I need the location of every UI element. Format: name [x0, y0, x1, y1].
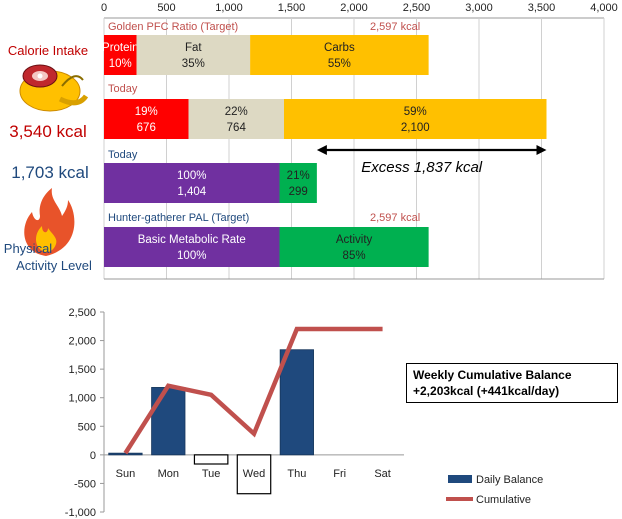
food-icon	[19, 64, 89, 112]
bar-total-label: 2,597 kcal	[370, 212, 420, 224]
bar-segment	[284, 99, 547, 139]
bar-total-label: 2,597 kcal	[370, 21, 420, 33]
bar-segment-label: 19%	[135, 106, 158, 118]
bar-segment-label: 299	[289, 186, 308, 198]
y-tick-label: -500	[74, 478, 96, 490]
bar-segment-label: Basic Metabolic Rate	[138, 234, 246, 246]
bar-segment	[136, 35, 251, 75]
bar-title: Golden PFC Ratio (Target)	[108, 21, 238, 33]
calorie-intake-label: Calorie Intake	[8, 43, 88, 58]
bar-segment-label: 100%	[177, 250, 206, 262]
top-x-tick-label: 1,000	[215, 2, 243, 14]
intake-kcal: 3,540 kcal	[9, 122, 87, 141]
bar-segment-label: 676	[137, 122, 156, 134]
callout-line-1: Weekly Cumulative Balance	[413, 368, 572, 382]
weekly-cumulative-callout: Weekly Cumulative Balance +2,203kcal (+4…	[406, 363, 618, 403]
excess-arrow: Excess 1,837 kcal	[316, 145, 547, 176]
top-x-tick-label: 0	[101, 2, 107, 14]
bar-segment-label: 55%	[328, 58, 351, 70]
category-label: Sun	[116, 468, 136, 480]
top-x-ticks: 0 500 1,000 1,500 2,000 2,500 3,000 3,500 4,000	[101, 2, 618, 14]
excess-arrow-head-left	[316, 145, 327, 155]
legend-label-daily-balance: Daily Balance	[476, 474, 543, 486]
bar-title: Today	[108, 83, 138, 95]
bar-segment-label: 85%	[343, 250, 366, 262]
bar-segment-label: 10%	[109, 58, 132, 70]
bar-segment-label: 22%	[225, 106, 248, 118]
bar-segment	[104, 35, 137, 75]
flame-icon	[24, 188, 75, 256]
daily-balance-bar	[151, 387, 186, 456]
bar-segment-label: 59%	[404, 106, 427, 118]
bar-segment-label: 1,404	[177, 186, 206, 198]
bar-segment	[279, 227, 429, 267]
top-x-tick-label: 500	[157, 2, 175, 14]
bar-segment	[104, 99, 189, 139]
top-x-tick-label: 1,500	[278, 2, 306, 14]
bar-segment	[104, 227, 280, 267]
bar-segment-label: 100%	[177, 170, 206, 182]
top-x-tick-label: 2,500	[403, 2, 431, 14]
y-tick-label: 1,500	[68, 364, 96, 376]
y-tick-label: 500	[78, 421, 96, 433]
y-tick-label: 2,500	[68, 307, 96, 319]
bar-segment-label: Activity	[336, 234, 373, 246]
bar-segment-label: 764	[227, 122, 247, 134]
bar-segment	[104, 163, 280, 203]
physical-label: Physical	[4, 241, 53, 256]
bottom-category-labels: Sun Mon Tue Wed Thu Fri Sat	[116, 468, 391, 480]
excess-arrow-head-right	[536, 145, 547, 155]
y-tick-label: 2,000	[68, 336, 96, 348]
activity-kcal: 1,703 kcal	[11, 163, 89, 182]
daily-balance-bars	[108, 349, 314, 495]
daily-balance-bar	[279, 349, 314, 456]
daily-balance-bar	[108, 452, 143, 456]
pfc-pal-chart: 0 500 1,000 1,500 2,000 2,500 3,000 3,500 4,000 …	[4, 2, 618, 280]
top-x-tick-label: 2,000	[340, 2, 368, 14]
top-x-tick-label: 3,000	[465, 2, 493, 14]
weekly-balance-chart: 2,500 2,000 1,500 1,000 500 0 -500 -1,000 Sun Mo…	[65, 307, 543, 519]
bar-segment-label: 2,100	[401, 122, 430, 134]
bar-segment-label: 35%	[182, 58, 205, 70]
legend-swatch-daily-balance	[448, 475, 472, 483]
bar-segment-label: Protein	[102, 42, 138, 54]
bar-segment-label: 21%	[287, 170, 310, 182]
daily-balance-bar	[236, 454, 272, 495]
category-label: Fri	[333, 468, 346, 480]
cumulative-line	[123, 326, 383, 455]
bar-segment	[250, 35, 429, 75]
y-tick-label: -1,000	[65, 507, 96, 519]
callout-line-2: +2,203kcal (+441kcal/day)	[413, 384, 560, 398]
category-label: Mon	[158, 468, 179, 480]
bar-title: Today	[108, 149, 138, 161]
bar-segment	[188, 99, 284, 139]
top-x-tick-label: 4,000	[590, 2, 618, 14]
top-x-tick-label: 3,500	[528, 2, 556, 14]
daily-balance-bar	[193, 454, 229, 465]
y-tick-label: 0	[90, 450, 96, 462]
legend: Daily Balance Cumulative	[446, 474, 543, 506]
cumulative-series-line	[123, 326, 383, 455]
category-label: Tue	[202, 468, 221, 480]
bar-segment-label: Fat	[185, 42, 202, 54]
category-label: Thu	[287, 468, 306, 480]
bar-segment-label: Carbs	[324, 42, 355, 54]
excess-label: Excess 1,837 kcal	[361, 159, 483, 176]
category-label: Wed	[243, 468, 265, 480]
y-tick-label: 1,000	[68, 393, 96, 405]
category-label: Sat	[374, 468, 391, 480]
legend-label-cumulative: Cumulative	[476, 494, 531, 506]
top-bars: Golden PFC Ratio (Target) 2,597 kcal Prote…	[102, 21, 547, 267]
bar-title: Hunter-gatherer PAL (Target)	[108, 212, 249, 224]
bar-segment	[279, 163, 317, 203]
activity-level-label: Activity Level	[16, 258, 92, 273]
